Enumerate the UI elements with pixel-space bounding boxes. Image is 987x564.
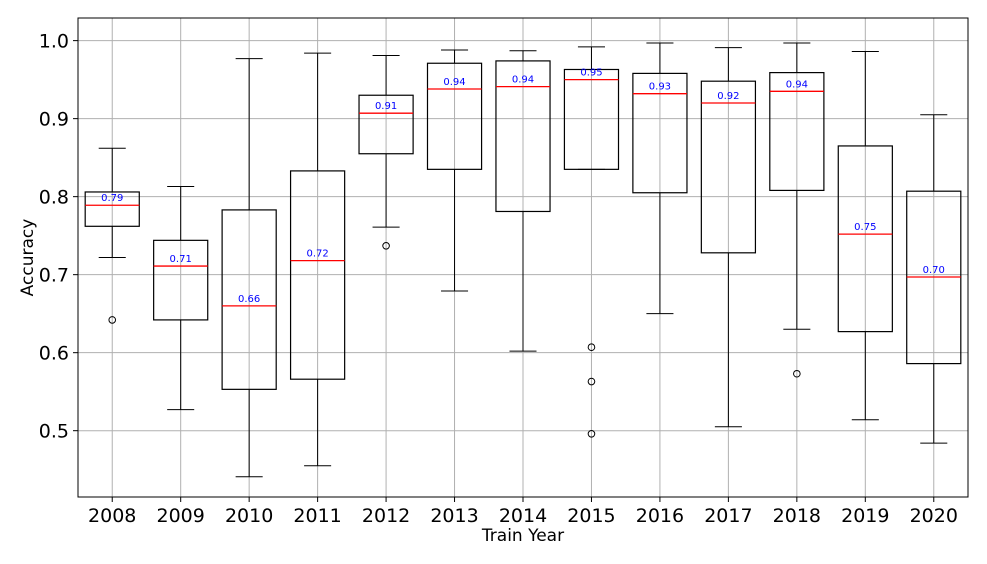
box-2017: 0.92 — [700, 47, 757, 428]
outlier-point — [587, 377, 596, 386]
y-tick-label: 0.7 — [39, 265, 69, 287]
iqr-box — [700, 80, 757, 254]
median-label: 0.93 — [649, 82, 671, 93]
x-tick-label: 2009 — [157, 505, 205, 527]
y-tick-label: 0.5 — [39, 421, 69, 443]
outlier-point — [382, 241, 390, 250]
box-2016: 0.93 — [632, 42, 688, 315]
box-2009: 0.71 — [153, 186, 209, 411]
box-2020: 0.70 — [906, 114, 962, 444]
iqr-box — [563, 68, 620, 170]
median-label: 0.91 — [375, 101, 397, 112]
iqr-box — [495, 60, 551, 213]
box-2008: 0.79 — [84, 147, 140, 324]
x-tick-label: 2008 — [88, 505, 136, 527]
x-tick-label: 2014 — [499, 505, 547, 527]
y-tick-label: 0.6 — [39, 343, 69, 365]
iqr-box — [632, 72, 688, 194]
iqr-box — [84, 191, 140, 227]
box-2012: 0.91 — [358, 54, 414, 250]
y-tick-label: 1.0 — [39, 31, 69, 53]
iqr-box — [221, 209, 277, 390]
x-tick-label: 2015 — [567, 505, 615, 527]
outlier-point — [587, 343, 596, 352]
iqr-box — [837, 145, 893, 333]
ticks: 0.5 0.6 0.7 0.8 0.9 1.0 2008 2009 2010 2011 2012 20… — [39, 31, 958, 527]
outlier-point — [793, 369, 801, 378]
iqr-box — [769, 72, 825, 192]
boxes: 0.79 0.71 0.66 0.72 0.91 0.94 0.94 0.95 0.93 0.92… — [84, 42, 962, 478]
y-tick-label: 0.8 — [39, 187, 69, 209]
iqr-box — [153, 239, 209, 321]
median-label: 0.72 — [306, 249, 328, 260]
x-tick-label: 2012 — [362, 505, 410, 527]
box-2018: 0.94 — [769, 42, 825, 378]
y-axis-label: Accuracy — [18, 219, 38, 297]
outlier-point — [587, 430, 596, 438]
box-2014: 0.94 — [495, 50, 551, 352]
median-label: 0.79 — [101, 193, 123, 204]
outlier-point — [108, 316, 117, 324]
x-tick-label: 2016 — [636, 505, 684, 527]
x-tick-label: 2017 — [704, 505, 752, 527]
box-2010: 0.66 — [221, 58, 277, 478]
x-tick-label: 2018 — [773, 505, 821, 527]
median-label: 0.94 — [512, 75, 534, 86]
box-2011: 0.72 — [289, 52, 346, 467]
x-axis-label: Train Year — [481, 526, 564, 546]
x-tick-label: 2019 — [841, 505, 889, 527]
x-tick-label: 2011 — [293, 505, 341, 527]
x-tick-label: 2010 — [225, 505, 273, 527]
median-label: 0.75 — [854, 222, 876, 233]
median-label: 0.92 — [717, 91, 739, 102]
median-label: 0.71 — [170, 254, 192, 265]
y-tick-label: 0.9 — [39, 109, 69, 131]
box-2015: 0.95 — [563, 46, 620, 438]
x-tick-label: 2013 — [430, 505, 478, 527]
median-label: 0.94 — [786, 79, 808, 90]
box-2013: 0.94 — [426, 49, 483, 292]
iqr-box — [426, 62, 483, 170]
box-2019: 0.75 — [837, 51, 893, 421]
median-label: 0.66 — [238, 294, 260, 305]
iqr-box — [289, 170, 346, 380]
iqr-box — [358, 94, 414, 155]
median-label: 0.70 — [923, 265, 945, 276]
median-label: 0.95 — [580, 68, 602, 79]
median-label: 0.94 — [443, 77, 465, 88]
x-tick-label: 2020 — [910, 505, 958, 527]
